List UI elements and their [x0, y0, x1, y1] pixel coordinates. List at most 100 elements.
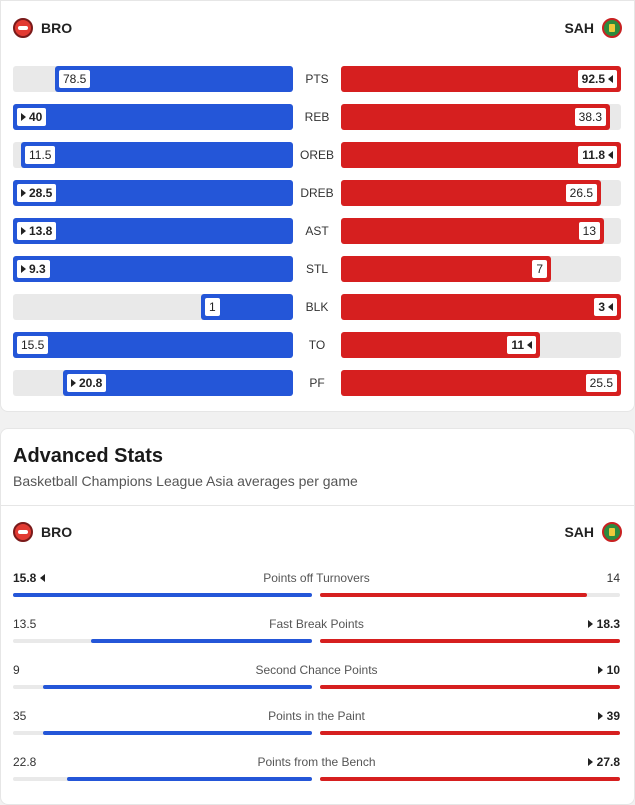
leader-arrow-right-icon: [71, 379, 76, 387]
advanced-row: Points off Turnovers 15.8 14: [13, 571, 620, 601]
stat-label: PTS: [305, 72, 329, 86]
away-value: 7: [536, 262, 543, 276]
stat-label: AST: [305, 224, 329, 238]
away-bar-track: 11: [341, 332, 621, 358]
team-header: BRO SAH: [13, 16, 622, 40]
advanced-stat-label: Points off Turnovers: [263, 571, 370, 585]
bro-logo-icon: [13, 522, 33, 542]
leader-arrow-right-icon: [597, 666, 603, 674]
away-bar-track: [320, 731, 620, 735]
away-value-badge: 7: [530, 258, 549, 280]
away-bar-fill: [320, 639, 620, 643]
advanced-row: Points in the Paint 35 39: [13, 709, 620, 739]
home-bar-track: [13, 639, 312, 643]
home-bar-fill: [13, 256, 293, 282]
home-bar-track: 11.5: [13, 142, 293, 168]
leader-arrow-right-icon: [21, 265, 26, 273]
away-bar-track: [320, 777, 620, 781]
stat-row-reb: 40 REB 38.3: [13, 104, 621, 130]
home-bar-track: [13, 731, 312, 735]
stat-label: DREB: [300, 186, 334, 200]
home-bar-track: 78.5: [13, 66, 293, 92]
away-value-badge: 25.5: [583, 372, 619, 394]
away-bar-track: 7: [341, 256, 621, 282]
stat-row-pts: 78.5 PTS 92.5: [13, 66, 621, 92]
away-value-badge: 11.8: [576, 144, 619, 166]
stat-row-ast: 13.8 AST 13: [13, 218, 621, 244]
advanced-stat-label: Points from the Bench: [257, 755, 376, 769]
away-bar-fill: [320, 731, 620, 735]
away-bar-track: [320, 639, 620, 643]
home-value: 78.5: [63, 72, 87, 86]
home-bar-track: 1: [13, 294, 293, 320]
away-bar-track: 13: [341, 218, 621, 244]
away-team[interactable]: SAH: [564, 522, 622, 542]
away-bar-fill: [341, 370, 621, 396]
away-bar-fill: [320, 777, 620, 781]
home-bar-track: 20.8: [13, 370, 293, 396]
away-value-text: 27.8: [596, 755, 620, 769]
stat-label: BLK: [305, 300, 329, 314]
leader-arrow-left-icon: [608, 303, 613, 311]
away-value-badge: 13: [576, 220, 602, 242]
home-bar-fill: [67, 777, 312, 781]
home-team[interactable]: BRO: [13, 522, 72, 542]
team-stats-card: BRO SAH 78.5 PTS 92.5 40 REB 38.3 11.5 OREB 11.8…: [0, 0, 635, 412]
advanced-row: Fast Break Points 13.5 18.3: [13, 617, 620, 647]
away-value: 27.8: [587, 755, 620, 769]
stat-label: PF: [309, 376, 325, 390]
stat-label: STL: [305, 262, 328, 276]
away-value: 25.5: [589, 376, 613, 390]
home-team[interactable]: BRO: [13, 18, 72, 38]
away-bar-track: [320, 685, 620, 689]
home-value-badge: 40: [15, 106, 49, 128]
away-bar-fill: [341, 294, 621, 320]
advanced-stats-title: Advanced Stats: [13, 445, 164, 467]
home-bar-track: 28.5: [13, 180, 293, 206]
away-value: 3: [598, 300, 605, 314]
away-team-abbr: SAH: [564, 524, 594, 540]
home-value-text: 15.8: [13, 571, 37, 585]
leader-arrow-right-icon: [587, 620, 593, 628]
stat-label: OREB: [299, 148, 334, 162]
stat-row-stl: 9.3 STL 7: [13, 256, 621, 282]
away-bar-track: [320, 593, 620, 597]
away-value: 11: [511, 338, 524, 352]
stat-row-to: 15.5 TO 11: [13, 332, 621, 358]
home-value-text: 22.8: [13, 755, 37, 769]
away-bar-fill: [320, 593, 587, 597]
away-bar-fill: [320, 685, 620, 689]
home-value-badge: 13.8: [15, 220, 59, 242]
away-bar-track: 3: [341, 294, 621, 320]
away-bar-track: 25.5: [341, 370, 621, 396]
away-value-text: 39: [606, 709, 620, 723]
home-value-badge: 1: [203, 296, 222, 318]
home-value: 9.3: [29, 262, 46, 276]
home-bar-fill: [21, 142, 293, 168]
advanced-team-header: BRO SAH: [13, 520, 622, 544]
advanced-stat-label: Points in the Paint: [268, 709, 365, 723]
away-bar-fill: [341, 180, 601, 206]
stat-row-oreb: 11.5 OREB 11.8: [13, 142, 621, 168]
home-value-badge: 11.5: [23, 144, 58, 166]
away-value-text: 18.3: [596, 617, 620, 631]
away-team-abbr: SAH: [564, 20, 594, 36]
leader-arrow-right-icon: [21, 227, 26, 235]
leader-arrow-left-icon: [608, 75, 613, 83]
away-bar-track: 92.5: [341, 66, 621, 92]
stat-row-blk: 1 BLK 3: [13, 294, 621, 320]
home-value: 20.8: [79, 376, 103, 390]
leader-arrow-right-icon: [597, 712, 603, 720]
away-value: 14: [607, 571, 620, 585]
leader-arrow-right-icon: [21, 113, 26, 121]
home-value-badge: 9.3: [15, 258, 52, 280]
advanced-stats-subtitle: Basketball Champions League Asia average…: [13, 473, 358, 489]
home-value: 22.8: [13, 755, 36, 769]
home-value: 13.8: [29, 224, 53, 238]
advanced-row: Second Chance Points 9 10: [13, 663, 620, 693]
away-bar-fill: [341, 256, 551, 282]
away-bar-fill: [341, 218, 604, 244]
away-value: 92.5: [581, 72, 605, 86]
advanced-row: Points from the Bench 22.8 27.8: [13, 755, 620, 785]
away-team[interactable]: SAH: [564, 18, 622, 38]
